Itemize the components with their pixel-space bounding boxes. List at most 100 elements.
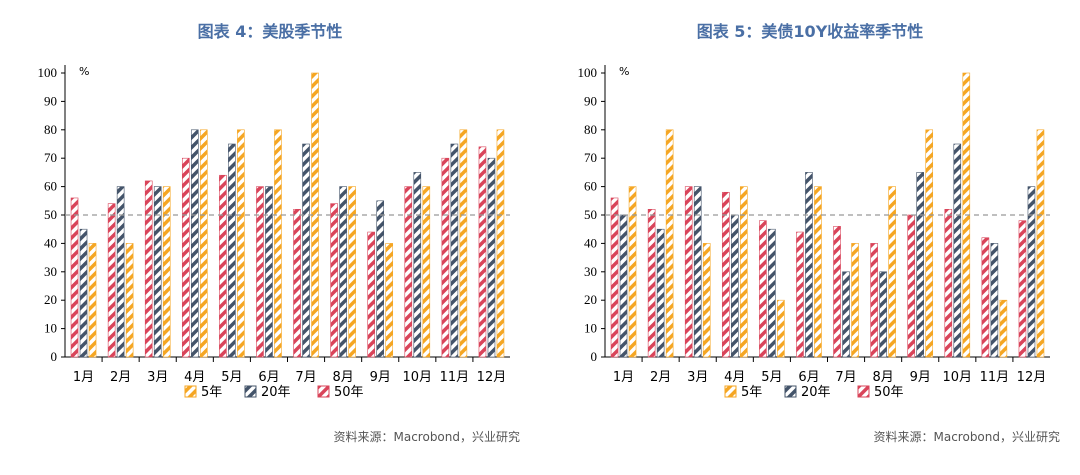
y-unit-label: %	[619, 65, 629, 78]
bar-50y-12	[1018, 220, 1027, 358]
bar-20y-11	[450, 143, 459, 358]
bar-50y-8	[870, 243, 878, 358]
y-tick-label: 70	[44, 150, 57, 165]
legend-label-5y: 5年	[201, 385, 222, 400]
bar-50y-11	[441, 157, 450, 358]
bar-50y-12	[478, 146, 487, 358]
x-tick-label: 1月	[73, 370, 94, 385]
y-tick-label: 60	[44, 179, 57, 194]
bar-5y-2	[665, 129, 674, 358]
bar-50y-6	[796, 231, 804, 358]
bar-50y-1	[70, 197, 79, 358]
y-tick-label: 100	[578, 65, 598, 80]
bar-50y-5	[219, 174, 227, 358]
legend-label-50y: 50年	[334, 385, 364, 400]
y-tick-label: 20	[584, 292, 597, 307]
bar-5y-5	[237, 129, 245, 358]
x-tick-label: 12月	[1017, 370, 1047, 385]
bar-50y-4	[181, 157, 190, 358]
x-tick-label: 10月	[403, 370, 433, 385]
x-tick-label: 7月	[835, 370, 856, 385]
x-tick-label: 8月	[872, 370, 893, 385]
y-tick-label: 40	[44, 235, 57, 250]
bar-20y-8	[339, 186, 347, 358]
bar-20y-4	[190, 129, 199, 358]
bar-50y-11	[981, 237, 990, 358]
bar-5y-1	[88, 243, 97, 358]
x-tick-label: 5月	[761, 370, 782, 385]
bar-50y-3	[684, 186, 693, 358]
bar-50y-1	[610, 197, 619, 358]
bar-20y-5	[768, 228, 776, 358]
x-tick-label: 4月	[184, 370, 205, 385]
bar-50y-10	[404, 186, 413, 358]
bar-5y-3	[162, 186, 171, 358]
x-tick-label: 9月	[910, 370, 931, 385]
bar-20y-12	[1027, 186, 1036, 358]
y-tick-label: 80	[44, 122, 57, 137]
bar-50y-7	[293, 209, 301, 358]
legend-label-20y: 20年	[801, 385, 831, 400]
x-tick-label: 9月	[370, 370, 391, 385]
bar-20y-12	[487, 157, 496, 358]
y-tick-label: 100	[38, 65, 58, 80]
bar-5y-4	[199, 129, 208, 358]
y-tick-label: 90	[584, 93, 597, 108]
bar-5y-2	[125, 243, 134, 358]
x-tick-label: 6月	[258, 370, 279, 385]
bar-5y-5	[777, 299, 785, 358]
y-tick-label: 30	[584, 264, 597, 279]
legend-swatch-50y	[857, 385, 870, 398]
legend-label-20y: 20年	[261, 385, 291, 400]
y-tick-label: 70	[584, 150, 597, 165]
bar-5y-11	[459, 129, 468, 358]
bar-20y-1	[79, 228, 88, 358]
bar-20y-5	[228, 143, 236, 358]
bar-5y-6	[814, 186, 822, 358]
bar-5y-8	[348, 186, 356, 358]
x-tick-label: 10月	[943, 370, 973, 385]
bar-50y-9	[907, 214, 916, 358]
legend-swatch-5y	[184, 385, 197, 398]
bar-5y-12	[496, 129, 505, 358]
y-tick-label: 50	[44, 207, 57, 222]
bar-20y-7	[842, 271, 850, 358]
bar-20y-9	[916, 172, 925, 358]
chart-svg: 0 10 20 30 40 50 60 70 80 90 100 % 1月 2月 3月 4月 5月 6月 7月 8月 9…	[38, 65, 510, 400]
x-tick-label: 5月	[221, 370, 242, 385]
bar-20y-2	[116, 186, 125, 358]
y-tick-label: 0	[591, 349, 598, 364]
bar-50y-2	[107, 203, 116, 358]
x-tick-label: 11月	[980, 370, 1010, 385]
bar-50y-9	[367, 231, 376, 358]
bar-5y-4	[739, 186, 748, 358]
legend-swatch-5y	[724, 385, 737, 398]
x-tick-label: 6月	[798, 370, 819, 385]
y-tick-label: 30	[44, 264, 57, 279]
bar-5y-12	[1036, 129, 1045, 358]
y-tick-label: 10	[584, 321, 597, 336]
y-tick-label: 60	[584, 179, 597, 194]
x-tick-label: 3月	[147, 370, 168, 385]
y-tick-label: 10	[44, 321, 57, 336]
source-note: 资料来源：Macrobond，兴业研究	[333, 430, 521, 444]
bar-50y-5	[759, 220, 767, 358]
bar-20y-4	[730, 214, 739, 358]
bar-50y-3	[144, 180, 153, 358]
chart-title: 图表 5：美债10Y收益率季节性	[696, 22, 924, 41]
bar-20y-7	[302, 143, 310, 358]
x-tick-label: 12月	[477, 370, 507, 385]
bar-50y-6	[256, 186, 264, 358]
x-tick-label: 2月	[110, 370, 131, 385]
x-tick-label: 4月	[724, 370, 745, 385]
bar-20y-9	[376, 200, 385, 358]
bar-20y-2	[656, 228, 665, 358]
bar-5y-6	[274, 129, 282, 358]
legend-label-5y: 5年	[741, 385, 762, 400]
bar-5y-1	[628, 186, 637, 358]
bar-20y-3	[153, 186, 162, 358]
y-tick-label: 20	[44, 292, 57, 307]
bar-20y-6	[805, 172, 813, 358]
legend-swatch-50y	[317, 385, 330, 398]
bar-5y-10	[422, 186, 431, 358]
